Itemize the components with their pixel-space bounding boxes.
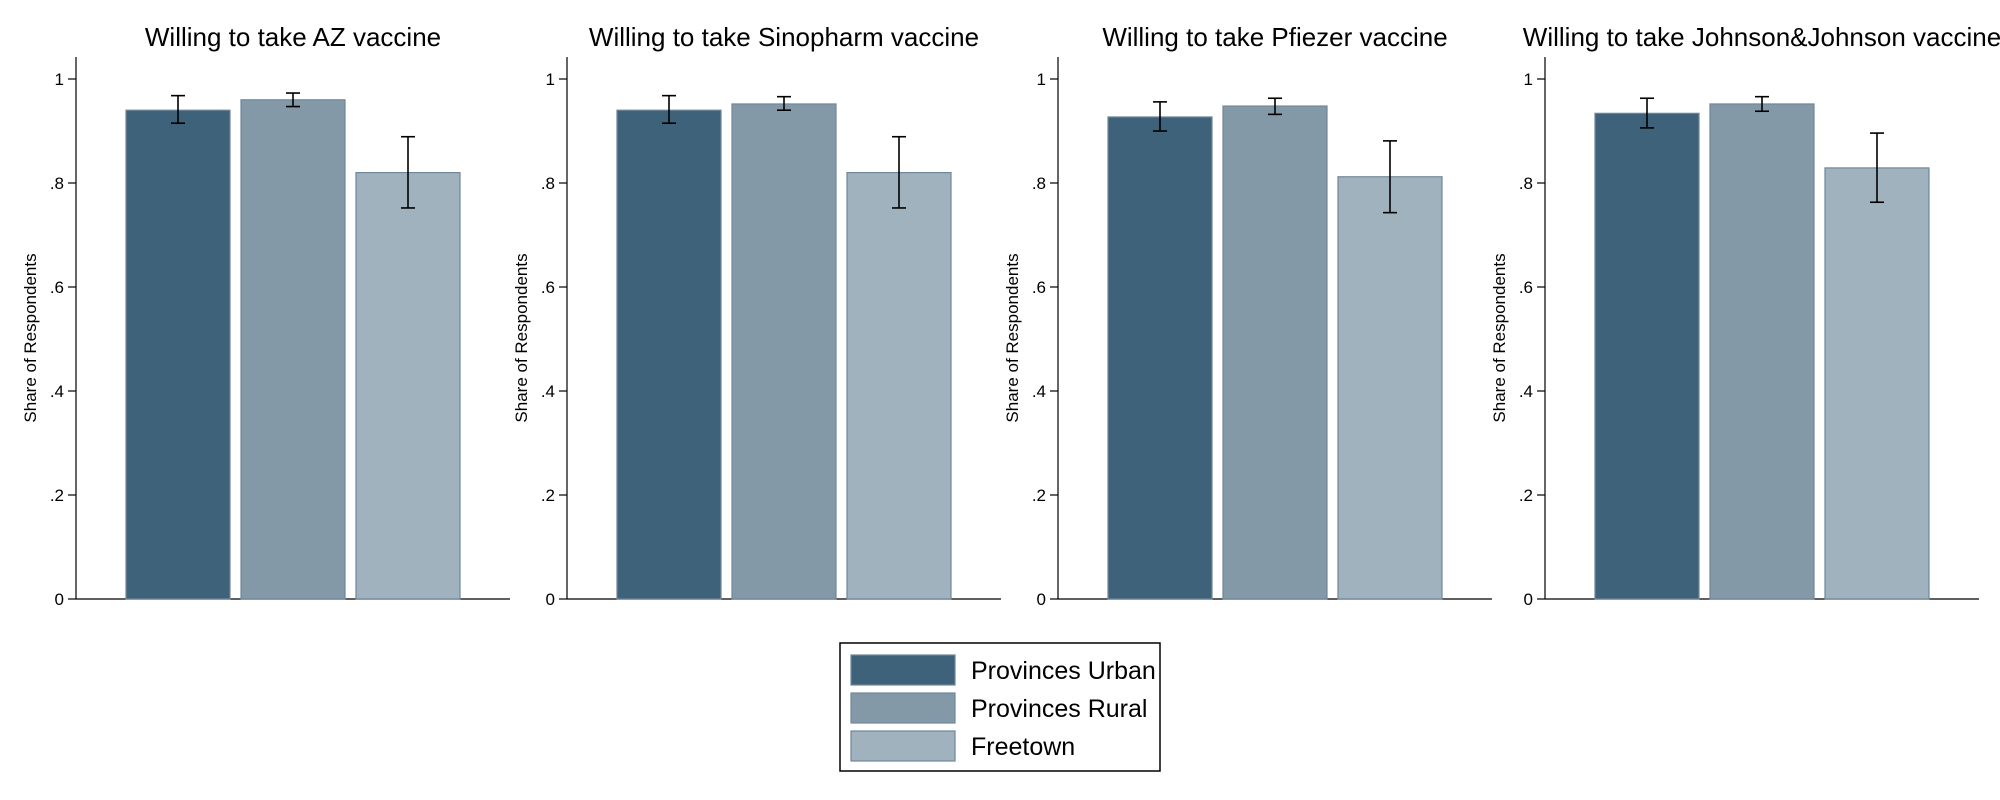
y-tick-label: .4 <box>1032 382 1046 401</box>
y-tick-label: .4 <box>1519 382 1533 401</box>
y-tick-label: .2 <box>50 486 64 505</box>
y-tick-label: .8 <box>541 174 555 193</box>
y-tick-label: .6 <box>541 278 555 297</box>
y-tick-label: .8 <box>1032 174 1046 193</box>
chart-panels: Willing to take AZ vaccine 0 .2 .4 .6 .8 1 Shar… <box>21 22 2000 609</box>
bar <box>1107 116 1213 600</box>
y-tick-label: .6 <box>50 278 64 297</box>
panel-title: Willing to take Pfiezer vaccine <box>1102 22 1447 52</box>
y-tick-label: .4 <box>50 382 64 401</box>
bar <box>1709 103 1815 600</box>
chart-panel: Willing to take Sinopharm vaccine 0 .2 .4 .6… <box>512 22 1001 609</box>
y-axis-title: Share of Respondents <box>21 253 40 422</box>
bar <box>616 109 722 600</box>
y-axis-title: Share of Respondents <box>512 253 531 422</box>
chart-panel: Willing to take Johnson&Johnson vaccine 0… <box>1490 22 2000 609</box>
chart-panel: Willing to take AZ vaccine 0 .2 .4 .6 .8 1 Shar… <box>21 22 510 609</box>
legend-swatch <box>850 654 956 686</box>
y-axis-title: Share of Respondents <box>1490 253 1509 422</box>
bar <box>1824 167 1930 600</box>
bar <box>355 172 461 600</box>
chart-panel: Willing to take Pfiezer vaccine 0 .2 .4 .6 .8… <box>1003 22 1492 609</box>
legend-label: Provinces Rural <box>971 695 1147 723</box>
y-tick-label: 1 <box>546 70 555 89</box>
bar <box>125 109 231 600</box>
y-tick-label: .8 <box>1519 174 1533 193</box>
bar <box>1222 105 1328 600</box>
panel-title: Willing to take Johnson&Johnson vaccine <box>1523 22 2000 52</box>
y-tick-label: 1 <box>55 70 64 89</box>
bar <box>240 99 346 600</box>
y-tick-label: .2 <box>1519 486 1533 505</box>
y-tick-label: .2 <box>1032 486 1046 505</box>
legend-label: Freetown <box>971 733 1075 761</box>
legend-swatch <box>850 730 956 762</box>
y-tick-label: 1 <box>1524 70 1533 89</box>
y-tick-label: 0 <box>1524 590 1533 609</box>
y-axis-title: Share of Respondents <box>1003 253 1022 422</box>
y-tick-label: .8 <box>50 174 64 193</box>
panel-title: Willing to take AZ vaccine <box>145 22 441 52</box>
y-tick-label: 0 <box>55 590 64 609</box>
legend-swatch <box>850 692 956 724</box>
legend: Provinces Urban Provinces Rural Freetown <box>839 642 1161 772</box>
y-tick-label: 0 <box>1037 590 1046 609</box>
bar <box>731 103 837 600</box>
y-tick-label: .4 <box>541 382 555 401</box>
panel-title: Willing to take Sinopharm vaccine <box>589 22 979 52</box>
y-tick-label: .2 <box>541 486 555 505</box>
y-tick-label: .6 <box>1032 278 1046 297</box>
legend-label: Provinces Urban <box>971 657 1156 685</box>
y-tick-label: .6 <box>1519 278 1533 297</box>
bar <box>846 172 952 600</box>
y-tick-label: 1 <box>1037 70 1046 89</box>
bar <box>1594 112 1700 600</box>
bar <box>1337 176 1443 600</box>
y-tick-label: 0 <box>546 590 555 609</box>
